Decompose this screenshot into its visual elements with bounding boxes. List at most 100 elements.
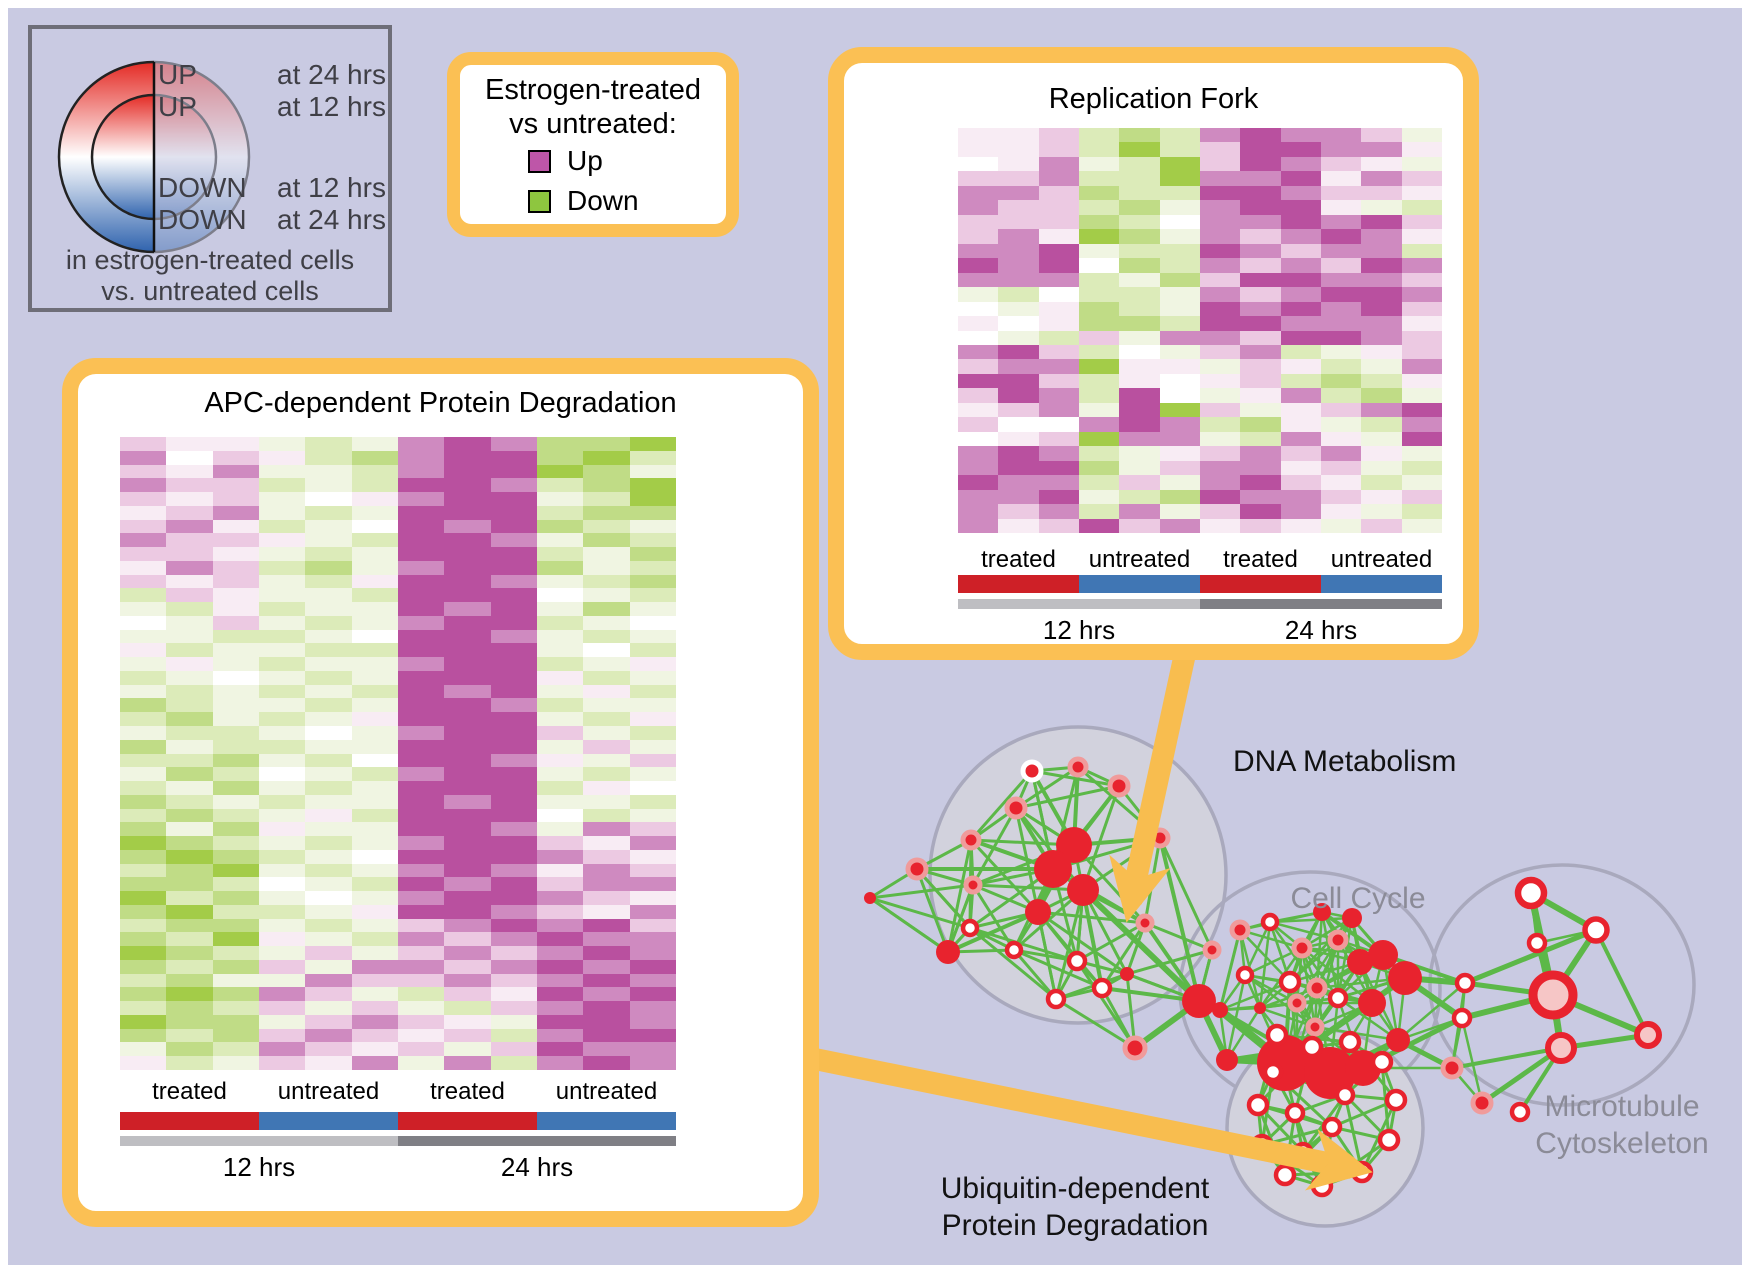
heatmap-cell — [1280, 460, 1321, 476]
heatmap-cell — [120, 932, 167, 947]
heatmap-cell — [351, 615, 398, 630]
heatmap-cell — [1038, 489, 1079, 505]
heatmap-cell — [490, 959, 537, 974]
gene-node — [1368, 940, 1398, 970]
heatmap-cell — [490, 808, 537, 823]
heatmap-cell — [1240, 344, 1281, 360]
heatmap-cell — [1401, 373, 1442, 389]
heatmap-cell — [1401, 156, 1442, 172]
heatmap-cell — [305, 904, 352, 919]
heatmap-cell — [166, 533, 213, 548]
heatmap-cell — [1038, 128, 1079, 143]
heatmap-cell — [1401, 359, 1442, 374]
heatmap-cell — [490, 794, 537, 809]
heatmap-cell — [120, 739, 167, 754]
heatmap-cell — [166, 794, 213, 809]
heatmap-cell — [998, 258, 1039, 273]
heatmap-cell — [258, 615, 306, 630]
heatmap-cell — [583, 808, 630, 823]
heatmap-cell — [166, 670, 213, 685]
heatmap-cell — [1320, 171, 1362, 186]
heatmap-cell — [1401, 316, 1442, 331]
heatmap-cell — [490, 1042, 537, 1057]
heatmap-cell — [120, 946, 167, 960]
heatmap-cell — [1159, 272, 1200, 288]
heatmap-cell — [166, 973, 213, 988]
gene-node — [1202, 940, 1222, 960]
heatmap-cell — [490, 533, 537, 548]
gene-node — [1067, 756, 1089, 778]
network-edge — [915, 868, 950, 953]
heatmap-cell — [351, 932, 398, 947]
heatmap-cell — [629, 657, 676, 671]
heatmap-cell — [351, 492, 398, 506]
heatmap-cell — [305, 918, 352, 933]
up-label: Up — [567, 145, 603, 176]
heatmap-cell — [1280, 388, 1321, 403]
heatmap-cell — [305, 533, 352, 548]
network-edge — [1100, 922, 1147, 989]
gene-node — [1216, 1049, 1238, 1071]
heatmap-cell — [258, 767, 306, 782]
heatmap-cell — [958, 287, 999, 302]
heatmap-cell — [351, 670, 398, 685]
rf-group-untreated-24: untreated — [1330, 546, 1433, 573]
heatmap-cell — [583, 492, 630, 506]
heatmap-cell — [397, 753, 445, 768]
heatmap-cell — [1320, 475, 1362, 490]
heatmap-cell — [958, 156, 999, 172]
heatmap-cell — [1159, 243, 1200, 259]
gene-node — [1470, 1091, 1494, 1115]
heatmap-cell — [397, 987, 445, 1002]
heatmap-cell — [1199, 200, 1241, 215]
heatmap-cell — [1159, 258, 1200, 273]
heatmap-cell — [629, 712, 676, 726]
heatmap-cell — [629, 588, 676, 603]
gene-node — [1045, 988, 1067, 1010]
heatmap-cell — [397, 560, 445, 575]
heatmap-cell — [258, 891, 306, 905]
heatmap-cell — [583, 547, 630, 561]
heatmap-cell — [490, 643, 537, 658]
heatmap-cell — [1119, 258, 1160, 273]
heatmap-cell — [1119, 214, 1160, 230]
heatmap-cell — [629, 739, 676, 754]
rf-group-untreated-12: untreated — [1088, 546, 1191, 573]
gene-node — [1454, 972, 1476, 994]
heatmap-cell — [1119, 185, 1160, 201]
heatmap-cell — [583, 849, 630, 864]
heatmap-cell — [397, 698, 445, 713]
gene-node — [963, 875, 983, 895]
heatmap-cell — [490, 781, 537, 795]
heatmap-cell — [258, 918, 306, 933]
heatmap-cell — [1038, 518, 1079, 533]
heatmap-cell — [120, 767, 167, 782]
heatmap-cell — [490, 1014, 537, 1029]
heatmap-cell — [1119, 171, 1160, 186]
gene-node — [864, 892, 876, 904]
network-edge — [869, 896, 971, 930]
heatmap-cell — [258, 863, 306, 878]
heatmap-cell — [305, 959, 352, 974]
heatmap-cell — [958, 229, 999, 244]
heatmap-cell — [1159, 156, 1200, 172]
heatmap-cell — [583, 698, 630, 713]
heatmap-cell — [1038, 431, 1079, 447]
heatmap-cell — [583, 615, 630, 630]
heatmap-cell — [490, 437, 537, 451]
heatmap-cell — [1038, 272, 1079, 288]
heatmap-cell — [536, 437, 584, 451]
heatmap-cell — [536, 891, 584, 905]
heatmap-cell — [1401, 258, 1442, 273]
heatmap-cell — [305, 1001, 352, 1015]
heatmap-cell — [444, 987, 491, 1002]
heatmap-cell — [958, 128, 999, 143]
heatmap-cell — [536, 643, 584, 658]
heatmap-cell — [1159, 344, 1200, 360]
heatmap-cell — [444, 450, 491, 465]
callout-arrow — [1109, 637, 1199, 923]
apc-panel-title: APC-dependent Protein Degradation — [204, 387, 677, 419]
heatmap-cell — [212, 615, 259, 630]
heatmap-cell — [1361, 229, 1402, 244]
heatmap-cell — [583, 478, 630, 493]
